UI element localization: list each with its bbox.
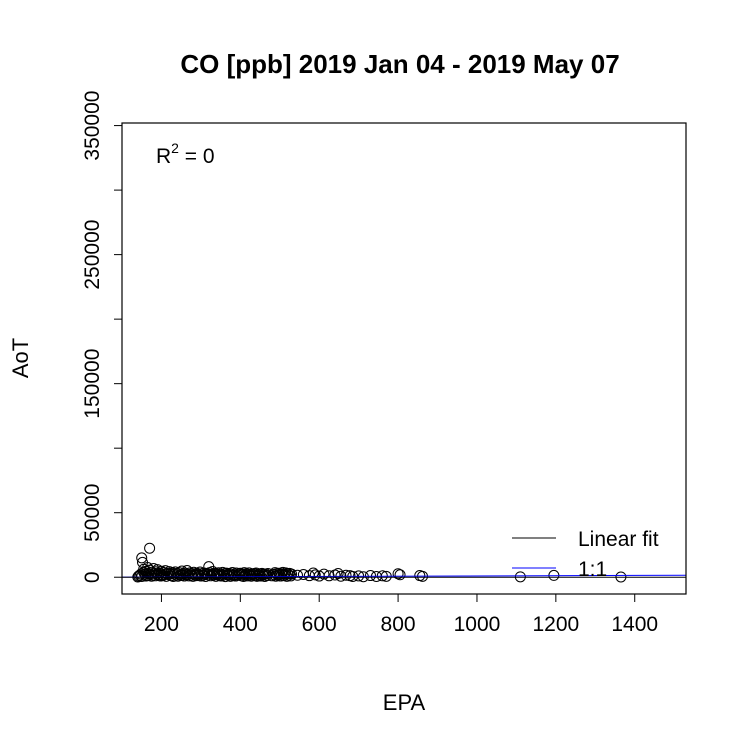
y-axis-label: AoT <box>8 338 33 378</box>
legend-label: 1:1 <box>578 558 607 581</box>
data-point <box>309 569 321 581</box>
r-squared-value: = 0 <box>179 145 215 168</box>
y-tick-label: 0 <box>81 571 104 583</box>
data-point <box>144 542 156 554</box>
data-point <box>307 567 319 579</box>
data-point <box>332 567 344 579</box>
chart-title: CO [ppb] 2019 Jan 04 - 2019 May 07 <box>180 49 619 79</box>
x-tick-label: 200 <box>144 613 179 636</box>
r-squared-superscript: 2 <box>171 140 179 156</box>
plot-content <box>121 542 687 583</box>
data-point <box>364 570 376 582</box>
y-tick-label: 250000 <box>81 220 104 290</box>
data-point <box>292 569 304 581</box>
data-point <box>134 569 146 581</box>
x-tick-label: 600 <box>302 613 337 636</box>
r-squared-annotation: R2 = 0 <box>156 140 215 168</box>
y-tick-label: 350000 <box>81 91 104 161</box>
data-point <box>394 569 406 581</box>
x-tick-label: 1400 <box>611 613 658 636</box>
x-tick-label: 400 <box>223 613 258 636</box>
r-squared-prefix: R <box>156 145 171 168</box>
data-point <box>340 569 352 581</box>
data-point <box>222 569 234 581</box>
data-point <box>392 568 404 580</box>
y-tick-label: 50000 <box>81 484 104 542</box>
x-tick-label: 1200 <box>532 613 579 636</box>
legend-label: Linear fit <box>578 528 659 551</box>
data-point <box>286 568 298 580</box>
legend: Linear fit 1:1 <box>512 528 659 581</box>
y-axis: 0 50000 150000 250000 350000 <box>81 91 123 583</box>
y-tick-label: 150000 <box>81 349 104 419</box>
data-point <box>136 552 148 564</box>
data-point <box>318 568 330 580</box>
x-tick-label: 800 <box>381 613 416 636</box>
plot-frame <box>121 122 687 595</box>
x-tick-label: 1000 <box>454 613 501 636</box>
x-axis-label: EPA <box>383 690 426 715</box>
data-point <box>218 569 230 581</box>
x-axis: 200 400 600 800 1000 1200 1400 <box>144 593 658 636</box>
